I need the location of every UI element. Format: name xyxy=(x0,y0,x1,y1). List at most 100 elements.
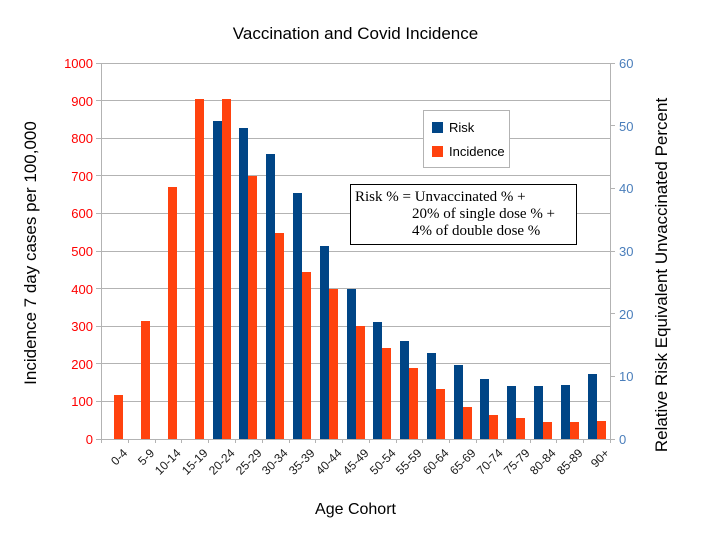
gridline xyxy=(101,62,610,64)
x-axis-tick-label: 85-89 xyxy=(554,446,586,478)
right-axis-tick-label: 60 xyxy=(619,56,634,71)
x-axis-tick xyxy=(342,439,344,443)
x-axis-tick xyxy=(422,439,424,443)
incidence-bar xyxy=(596,421,606,439)
left-axis-tick xyxy=(96,62,101,64)
incidence-bar xyxy=(221,99,231,439)
left-axis-tick-label: 0 xyxy=(85,432,93,447)
incidence-bar xyxy=(569,422,579,439)
left-axis-tick xyxy=(96,250,101,252)
annotation-line-2: 20% of single dose % + xyxy=(412,206,556,222)
left-axis-tick-label: 300 xyxy=(71,319,93,335)
risk-bar xyxy=(346,289,356,439)
incidence-bar xyxy=(462,407,472,439)
risk-bar xyxy=(587,374,597,439)
x-axis-tick-label: 35-39 xyxy=(286,446,318,478)
x-axis-tick xyxy=(449,439,451,443)
x-axis-tick xyxy=(261,439,263,443)
incidence-bar xyxy=(382,348,392,439)
right-axis-tick-label: 10 xyxy=(619,369,634,385)
left-axis-tick xyxy=(96,400,101,402)
x-axis-tick xyxy=(610,439,611,443)
right-axis-tick-label: 50 xyxy=(619,118,634,134)
x-axis-tick-label: 90+ xyxy=(588,446,613,471)
gridline xyxy=(101,250,610,252)
x-axis-tick xyxy=(181,439,183,443)
incidence-bar xyxy=(328,289,338,439)
x-axis-tick-label: 25-29 xyxy=(232,446,265,478)
right-axis-tick xyxy=(610,250,615,252)
gridline xyxy=(101,137,610,139)
legend-item-risk: Risk xyxy=(432,120,509,135)
x-axis-tick xyxy=(154,439,156,443)
risk-bar xyxy=(212,121,222,439)
risk-bar xyxy=(266,154,276,439)
gridline xyxy=(101,175,610,177)
risk-bar xyxy=(426,353,436,439)
x-axis-tick-label: 10-14 xyxy=(152,446,184,478)
risk-bar xyxy=(292,193,302,439)
risk-bar xyxy=(373,322,383,439)
incidence-bar xyxy=(543,422,553,439)
right-axis-tick xyxy=(610,438,615,440)
x-axis-tick xyxy=(127,439,129,443)
annotation-line-3: 4% of double dose % xyxy=(412,223,541,239)
left-axis-tick xyxy=(96,137,101,139)
x-axis-tick-label: 40-44 xyxy=(313,446,345,478)
risk-series-swatch-icon xyxy=(432,121,443,133)
risk-bar xyxy=(453,365,463,439)
gridline xyxy=(101,100,610,102)
legend-label-incidence: Incidence xyxy=(449,143,505,159)
incidence-bar xyxy=(167,187,177,439)
x-axis-tick-label: 15-19 xyxy=(179,446,211,478)
incidence-bar xyxy=(489,415,499,439)
risk-bar xyxy=(507,386,517,439)
incidence-bar xyxy=(248,176,258,439)
x-axis-tick-label: 45-49 xyxy=(339,446,372,478)
left-axis-tick xyxy=(96,288,101,290)
left-axis-tick-label: 800 xyxy=(71,131,93,147)
incidence-bar xyxy=(141,321,151,439)
incidence-bar xyxy=(114,395,124,439)
risk-bar xyxy=(319,246,329,439)
incidence-bar xyxy=(194,99,204,439)
left-axis-tick-label: 700 xyxy=(71,168,93,184)
x-axis-tick xyxy=(395,439,397,443)
left-axis-tick-label: 500 xyxy=(71,244,93,259)
x-axis-tick-label: 60-64 xyxy=(420,446,452,478)
right-y-axis-title: Relative Risk Equivalent Unvaccinated Pe… xyxy=(652,97,671,453)
legend-label-risk: Risk xyxy=(449,119,475,135)
incidence-bar xyxy=(301,272,311,439)
incidence-bar xyxy=(516,418,526,439)
left-axis-tick-label: 1000 xyxy=(64,56,93,71)
left-axis-tick xyxy=(96,100,101,102)
left-axis-tick xyxy=(96,325,101,327)
left-axis-tick xyxy=(96,212,101,214)
right-axis-tick-label: 40 xyxy=(619,181,634,197)
x-axis-tick xyxy=(234,439,236,443)
x-axis-tick-label: 70-74 xyxy=(473,446,506,478)
right-axis-tick xyxy=(610,313,615,315)
left-axis-tick xyxy=(96,175,101,177)
left-axis-tick xyxy=(96,438,101,440)
risk-formula-annotation: Risk % = Unvaccinated % + 20% of single … xyxy=(350,184,577,245)
left-axis-tick-label: 600 xyxy=(71,206,93,222)
x-axis-tick xyxy=(315,439,317,443)
left-axis-tick-label: 100 xyxy=(71,394,93,410)
x-axis-tick xyxy=(208,439,210,443)
gridline xyxy=(101,438,610,440)
x-axis-tick-label: 30-34 xyxy=(259,446,292,478)
risk-bar xyxy=(239,128,249,439)
right-axis-tick-label: 0 xyxy=(619,432,627,447)
left-axis-tick xyxy=(96,363,101,365)
right-axis-tick-label: 30 xyxy=(619,244,634,259)
risk-bar xyxy=(400,341,410,439)
incidence-bar xyxy=(355,326,365,439)
legend: Risk Incidence xyxy=(423,110,510,168)
x-axis-tick xyxy=(101,439,102,443)
legend-item-incidence: Incidence xyxy=(432,144,509,159)
x-axis-tick xyxy=(476,439,478,443)
incidence-bar xyxy=(435,389,445,439)
annotation-line-1: Risk % = Unvaccinated % + xyxy=(355,189,526,205)
